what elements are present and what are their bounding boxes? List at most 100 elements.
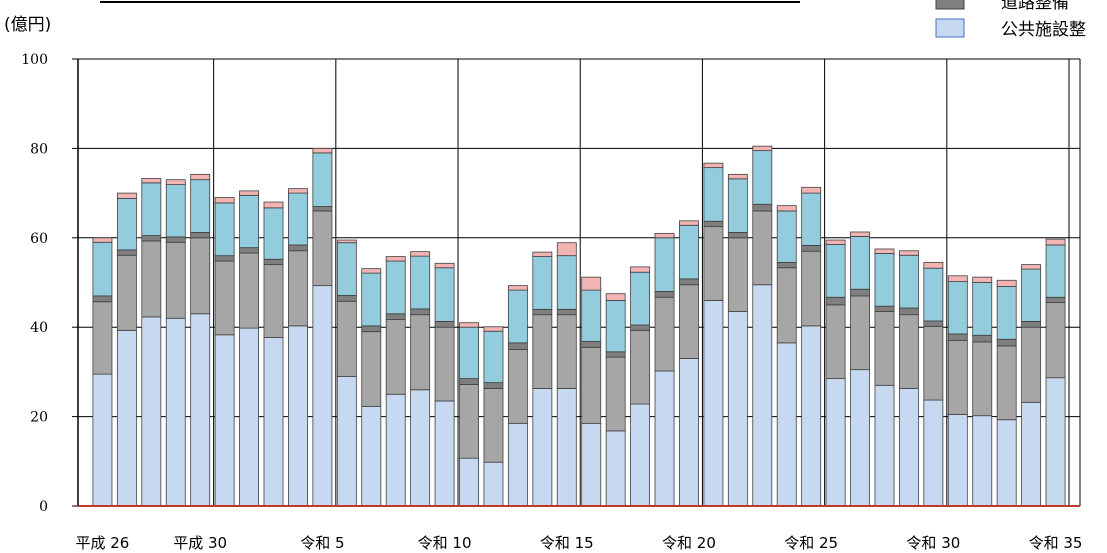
bar-segment-s2-4: [190, 232, 211, 239]
x-tick-label: 令和 30: [906, 534, 960, 552]
bar-segment-s3-16: [483, 330, 504, 384]
bar-segment-s2-39: [1045, 296, 1066, 304]
bar-segment-s0-34: [923, 399, 944, 507]
bar-segment-s0-10: [336, 375, 357, 507]
bar-segment-s2-35: [947, 333, 968, 342]
bar-segment-s4-30: [825, 239, 846, 245]
bar-segment-s3-5: [214, 202, 235, 257]
bar-segment-s3-10: [336, 242, 357, 296]
bar-segment-s2-5: [214, 255, 235, 262]
y-tick-label: 0: [39, 499, 48, 515]
bar-segment-s3-14: [434, 267, 455, 322]
bar-segment-s4-31: [850, 231, 870, 237]
x-tick-label: 令和 20: [662, 534, 716, 552]
bars: [92, 145, 1066, 507]
bar-segment-s2-32: [874, 305, 895, 312]
bar-segment-s0-26: [727, 311, 748, 507]
bar-segment-s3-29: [801, 192, 822, 246]
bar-segment-s2-6: [239, 247, 259, 254]
bar-segment-s2-8: [288, 244, 308, 252]
bar-segment-s0-11: [361, 405, 382, 507]
bar-segment-s0-27: [752, 284, 773, 507]
bar-segment-s1-26: [727, 237, 748, 312]
bar-segment-s4-11: [361, 268, 382, 274]
bar-segment-s1-24: [679, 284, 699, 359]
bar-segment-s0-8: [288, 325, 308, 507]
bar-segment-s1-20: [581, 346, 602, 424]
bar-segment-s0-36: [972, 415, 993, 507]
bar-segment-s1-38: [1021, 326, 1042, 403]
bar-segment-s3-7: [263, 207, 284, 260]
bar-segment-s4-6: [239, 190, 259, 196]
bar-segment-s1-35: [947, 340, 968, 415]
bar-segment-s1-22: [630, 329, 651, 405]
bar-segment-s3-26: [727, 178, 748, 233]
bar-segment-s2-28: [776, 261, 797, 269]
bar-segment-s2-20: [581, 341, 602, 348]
bar-segment-s4-25: [703, 162, 724, 169]
bar-segment-s3-27: [752, 150, 773, 205]
bar-segment-s4-15: [459, 322, 479, 328]
bar-segment-s3-36: [972, 282, 993, 336]
bar-segment-s3-3: [165, 184, 186, 238]
bar-segment-s3-35: [947, 281, 968, 335]
bar-segment-s1-8: [288, 250, 308, 327]
bar-segment-s3-28: [776, 210, 797, 263]
bar-segment-s3-9: [312, 152, 333, 207]
bar-segment-s0-3: [165, 317, 186, 507]
bar-segment-s4-22: [630, 266, 651, 273]
bar-segment-s0-24: [679, 358, 699, 507]
bar-segment-s0-5: [214, 334, 235, 507]
bar-segment-s0-29: [801, 325, 822, 507]
bar-segment-s1-9: [312, 210, 333, 287]
bar-segment-s1-4: [190, 237, 211, 315]
bar-segment-s3-12: [385, 260, 406, 315]
bar-segment-s4-5: [214, 197, 235, 204]
bar-segment-s4-29: [801, 186, 822, 194]
bar-segment-s4-23: [654, 232, 675, 239]
legend-swatch-public: [935, 18, 965, 38]
bar-segment-s2-29: [801, 244, 822, 252]
bar-segment-s3-31: [850, 236, 870, 290]
bar-segment-s3-23: [654, 237, 675, 292]
bar-segment-s2-26: [727, 232, 748, 239]
bar-segment-s0-37: [996, 419, 1017, 507]
bar-segment-s2-3: [165, 236, 186, 243]
bar-segment-s1-23: [654, 296, 675, 372]
bar-segment-s1-25: [703, 226, 724, 301]
axes: [72, 58, 1080, 507]
bar-segment-s4-36: [972, 276, 993, 283]
bar-segment-s3-2: [141, 182, 162, 236]
y-tick-label: 80: [30, 141, 48, 157]
bar-segment-s3-30: [825, 244, 846, 298]
bar-segment-s0-35: [947, 413, 968, 507]
legend-swatch-road: [935, 0, 965, 10]
bar-segment-s2-38: [1021, 320, 1042, 328]
bar-segment-s1-13: [410, 314, 431, 391]
bar-segment-s1-39: [1045, 302, 1066, 379]
legend-label-public: 公共施設整: [1001, 20, 1086, 40]
bar-segment-s4-32: [874, 248, 895, 254]
bar-segment-s3-17: [507, 289, 528, 344]
bar-segment-s1-37: [996, 345, 1017, 421]
bar-segment-s3-37: [996, 286, 1017, 340]
bar-segment-s2-12: [385, 313, 406, 321]
bar-segment-s0-4: [190, 313, 211, 507]
bar-segment-s0-9: [312, 285, 333, 507]
bar-segment-s0-28: [776, 342, 797, 507]
bar-segment-s0-7: [263, 337, 284, 507]
bar-segment-s4-28: [776, 205, 797, 212]
bar-segment-s2-19: [556, 308, 577, 316]
x-tick-label: 令和 35: [1029, 534, 1083, 552]
bar-segment-s0-38: [1021, 401, 1042, 507]
bar-segment-s4-17: [507, 285, 528, 291]
bar-segment-s2-22: [630, 324, 651, 331]
bar-segment-s4-34: [923, 261, 944, 269]
bar-segment-s0-17: [507, 422, 528, 507]
bar-segment-s2-31: [850, 288, 870, 297]
bar-segment-s2-14: [434, 320, 455, 328]
bar-segment-s3-25: [703, 167, 724, 222]
bar-segment-s1-21: [605, 356, 626, 432]
x-tick-label: 平成 30: [173, 534, 227, 552]
